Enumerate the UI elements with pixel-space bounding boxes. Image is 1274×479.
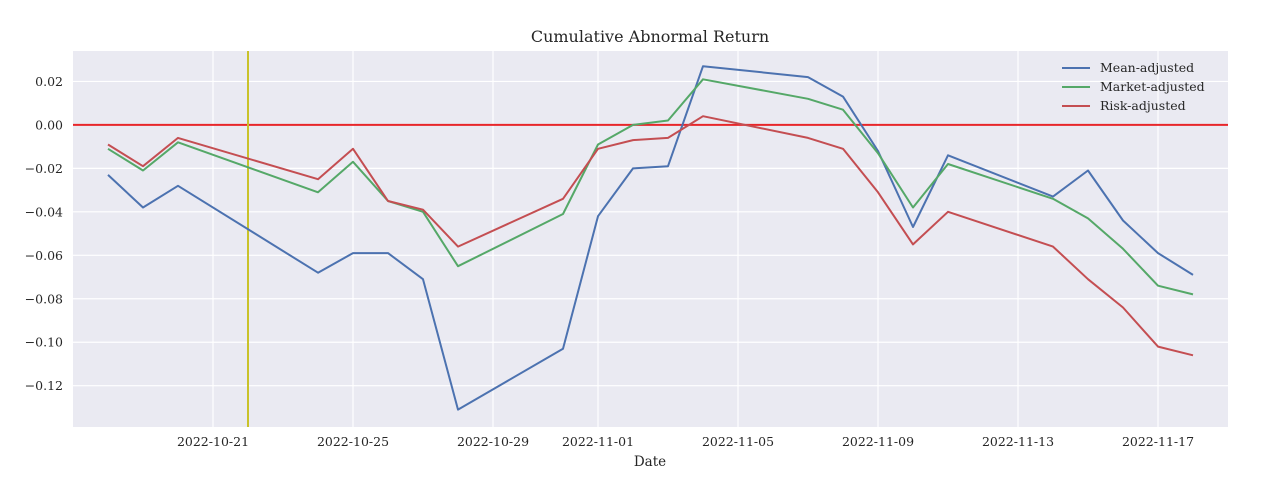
plot-background (73, 51, 1228, 427)
x-tick-label: 2022-10-21 (177, 434, 249, 449)
y-tick-label: −0.10 (25, 335, 63, 350)
y-tick-label: 0.00 (35, 117, 63, 132)
x-tick-label: 2022-10-25 (317, 434, 389, 449)
y-tick-label: −0.02 (25, 161, 63, 176)
y-tick-label: −0.04 (25, 204, 63, 219)
series-lines (107, 65, 1194, 411)
y-tick-label: −0.06 (25, 248, 63, 263)
series-line-mean-adjusted (107, 65, 1194, 411)
x-tick-labels: 2022-10-21 2022-10-25 2022-10-29 2022-11-01… (177, 434, 1194, 449)
legend-label-market-adjusted: Market-adjusted (1100, 79, 1205, 94)
legend-label-risk-adjusted: Risk-adjusted (1100, 98, 1186, 113)
x-tick-label: 2022-11-17 (1122, 434, 1194, 449)
x-tick-label: 2022-11-05 (702, 434, 774, 449)
series-line-market-adjusted (107, 78, 1194, 296)
y-tick-label: −0.12 (25, 378, 63, 393)
x-tick-label: 2022-11-01 (562, 434, 634, 449)
y-tick-labels: 0.02 0.00 −0.02 −0.04 −0.06 −0.08 −0.10 −0.12 (25, 74, 63, 393)
chart-title: Cumulative Abnormal Return (531, 27, 769, 46)
series-line-risk-adjusted (107, 115, 1194, 357)
reference-lines (73, 51, 1228, 427)
x-tick-label: 2022-11-13 (982, 434, 1054, 449)
legend: Mean-adjusted Market-adjusted Risk-adjuste… (1062, 60, 1205, 113)
legend-label-mean-adjusted: Mean-adjusted (1100, 60, 1194, 75)
y-tick-label: 0.02 (35, 74, 63, 89)
x-tick-label: 2022-10-29 (457, 434, 529, 449)
x-tick-label: 2022-11-09 (842, 434, 914, 449)
y-tick-label: −0.08 (25, 291, 63, 306)
x-axis-label: Date (634, 454, 666, 470)
